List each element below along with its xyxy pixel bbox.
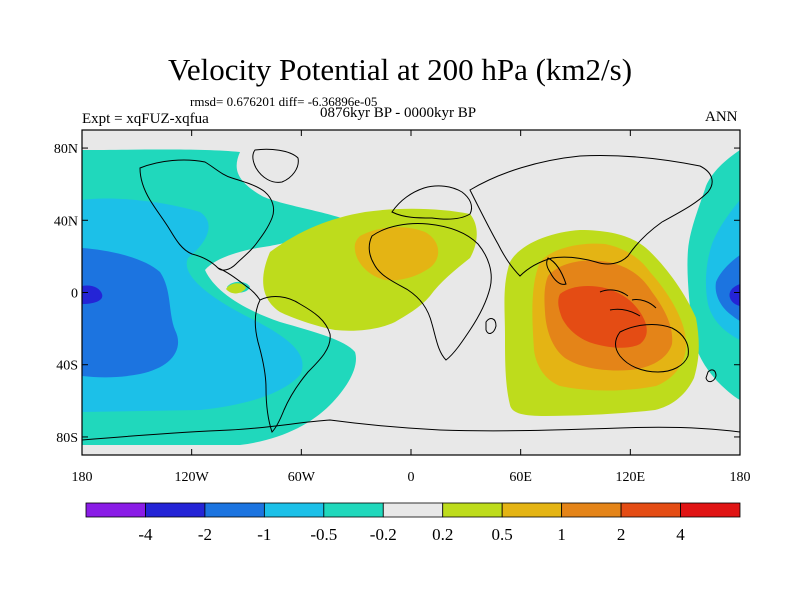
colorbar-swatch xyxy=(561,502,622,518)
colorbar-swatch xyxy=(442,502,503,518)
lon-tick-label: 120E xyxy=(616,470,646,485)
lat-tick-label: 40N xyxy=(54,214,78,229)
coast-maritime-islands xyxy=(599,289,657,317)
coast-asia xyxy=(469,154,713,277)
negative-anomaly-east xyxy=(687,150,740,400)
contour-pos-2-maritime xyxy=(558,286,647,348)
colorbar-level-label: 4 xyxy=(676,525,685,544)
lon-tick-label: 60W xyxy=(288,470,316,485)
longitude-axis: 180 120W 60W 0 60E 120E 180 xyxy=(72,130,751,485)
colorbar-level-label: -4 xyxy=(138,525,153,544)
coast-new-zealand xyxy=(705,369,717,383)
coastlines xyxy=(82,148,740,441)
colorbar-level-label: -0.5 xyxy=(310,525,337,544)
contour-pos-0.2-spot-northatlantic xyxy=(226,283,246,294)
contour-neg-1-west xyxy=(82,248,179,378)
colorbar-swatch xyxy=(501,502,563,518)
coast-europe xyxy=(391,185,473,220)
lon-tick-label: 120W xyxy=(175,470,210,485)
colorbar-swatch xyxy=(323,502,384,518)
coast-australia xyxy=(615,324,689,373)
colorbar-level-label: -1 xyxy=(257,525,271,544)
season-label: ANN xyxy=(705,109,738,125)
contour-neg-1-east xyxy=(715,255,740,321)
lat-tick-label: 80S xyxy=(56,431,78,446)
contour-field xyxy=(82,130,740,455)
colorbar-swatch xyxy=(85,502,146,518)
colorbar-level-label: 0.5 xyxy=(492,525,513,544)
colorbar-level-label: 1 xyxy=(557,525,566,544)
figure-title: Velocity Potential at 200 hPa (km2/s) xyxy=(167,52,633,87)
stats-line: rmsd= 0.676201 diff= -6.36896e-05 xyxy=(190,94,378,109)
coast-greenland xyxy=(252,148,299,183)
lon-tick-label: 180 xyxy=(72,470,93,485)
colorbar-level-label: -2 xyxy=(198,525,212,544)
lon-tick-label: 60E xyxy=(509,470,532,485)
lat-tick-label: 40S xyxy=(56,359,78,374)
colorbar-level-label: 2 xyxy=(617,525,626,544)
colorbar-swatch xyxy=(620,502,681,518)
colorbar-swatch xyxy=(204,502,265,518)
colorbar-swatch xyxy=(382,502,444,518)
period-label: 0876kyr BP - 0000kyr BP xyxy=(320,105,477,121)
coast-india xyxy=(546,257,567,285)
coast-central-america xyxy=(217,267,261,301)
coast-south-america xyxy=(254,296,331,433)
negative-anomaly-west xyxy=(82,149,356,445)
colorbar-swatch xyxy=(145,502,206,518)
lat-tick-label: 0 xyxy=(71,287,78,302)
colorbar: -4 -2 -1 -0.5 -0.2 0.2 0.5 1 2 4 xyxy=(85,502,741,544)
colorbar-level-label: -0.2 xyxy=(370,525,397,544)
latitude-axis: 80N 40N 0 40S 80S xyxy=(54,142,740,446)
lat-tick-label: 80N xyxy=(54,142,78,157)
lon-tick-label: 180 xyxy=(730,470,751,485)
coast-north-america xyxy=(139,159,275,271)
contour-neg-2-east xyxy=(729,284,740,306)
experiment-label: Expt = xqFUZ-xqfua xyxy=(82,111,209,127)
lon-tick-label: 0 xyxy=(408,470,415,485)
colorbar-swatch xyxy=(263,502,325,518)
contour-neg-2-west xyxy=(82,285,103,304)
coast-madagascar xyxy=(485,318,497,334)
colorbar-level-label: 0.2 xyxy=(432,525,453,544)
coast-antarctica xyxy=(82,419,740,441)
coast-africa xyxy=(368,223,492,361)
colorbar-swatch xyxy=(680,502,741,518)
